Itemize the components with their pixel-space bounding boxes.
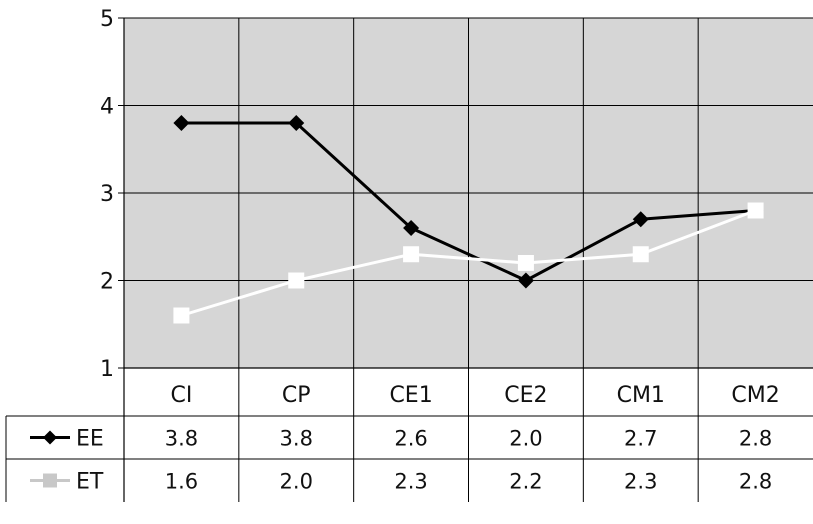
data-point-et (403, 246, 420, 263)
legend-diamond-marker (43, 430, 57, 445)
y-tick-label: 2 (100, 270, 114, 295)
data-point-ee (173, 115, 190, 131)
legend-key-ee (30, 430, 70, 445)
data-point-ee (632, 211, 649, 228)
data-point-et (173, 307, 190, 324)
legend-key-et (30, 473, 70, 488)
table-cell-value: 2.3 (624, 470, 657, 494)
y-tick-label: 5 (100, 7, 114, 32)
table-cell-value: 2.3 (394, 470, 427, 494)
data-point-ee (288, 115, 305, 131)
data-point-ee (403, 220, 420, 236)
series-line-ee (181, 121, 756, 282)
table-cell-value: 1.6 (165, 470, 198, 494)
table-cell-value: 2.6 (394, 427, 427, 451)
y-tick-label: 4 (100, 95, 114, 120)
table-cell-value: 3.8 (280, 427, 313, 451)
table-cell-value: 2.7 (624, 427, 657, 451)
series-line-et (180, 209, 757, 317)
y-axis-ticks: 1 2 3 4 5 (100, 7, 114, 382)
data-point-ee (517, 272, 534, 289)
x-category-label: CM2 (731, 383, 779, 408)
data-point-et (632, 246, 649, 263)
data-point-et (288, 272, 305, 289)
x-category-label: CE2 (504, 383, 547, 408)
y-tick-label: 3 (100, 182, 114, 207)
y-tick-label: 1 (100, 357, 114, 382)
data-table: CI CP CE1 CE2 CM1 CM2 EE 3.8 3.8 2.6 2.0 2.7 2.8 ET 1.… (5, 367, 813, 502)
x-category-label: CM1 (617, 383, 665, 408)
legend-label-et: ET (76, 470, 104, 495)
table-cell-value: 2.2 (509, 470, 542, 494)
table-cell-value: 2.8 (739, 427, 772, 451)
legend-label-ee: EE (76, 427, 104, 452)
data-point-et (517, 255, 534, 271)
data-point-et (747, 202, 764, 219)
series-lines (173, 115, 764, 324)
legend-square-marker (43, 473, 57, 488)
table-cell-value: 2.0 (509, 427, 542, 451)
table-cell-value: 2.0 (280, 470, 313, 494)
table-cell-value: 3.8 (165, 427, 198, 451)
x-category-label: CE1 (389, 383, 432, 408)
x-category-label: CP (282, 383, 311, 408)
x-category-label: CI (170, 383, 192, 408)
table-cell-value: 2.8 (739, 470, 772, 494)
